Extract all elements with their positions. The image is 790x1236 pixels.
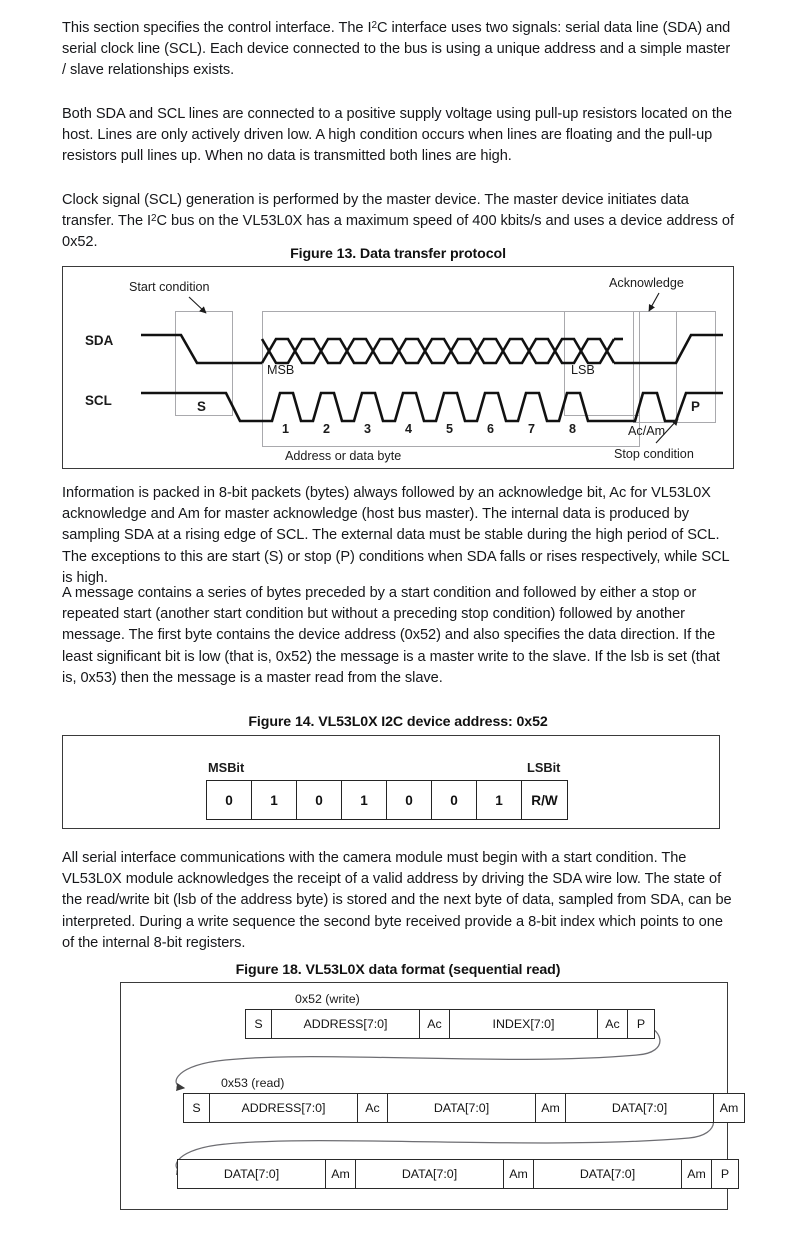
figure-13-clock-1: 1 (282, 422, 290, 436)
figure-13-ack-marker: Ac/Am (628, 424, 666, 438)
figure-13-leader-arrows (188, 292, 679, 444)
figure-18-row-1-cell-3: DATA[7:0] (388, 1094, 536, 1122)
figure-13-clock-3: 3 (364, 422, 372, 436)
paragraph-serial-comm: All serial interface communications with… (62, 850, 732, 951)
figure-18-flow-arrows (175, 1020, 715, 1175)
figure-18-row-2-cell-1: Am (326, 1160, 356, 1188)
figure-14-bit-cell-5: 0 (432, 781, 477, 819)
figure-18-row-2-cell-5: Am (682, 1160, 712, 1188)
figure-13-scl-label: SCL (85, 393, 112, 408)
figure-13-stop-condition-annotation: Stop condition (614, 447, 694, 461)
figure-13-clock-4: 4 (405, 422, 413, 436)
figure-18-write-sequence-row: S ADDRESS[7:0] Ac INDEX[7:0] Ac P (245, 1009, 655, 1039)
figure-18-caption: Figure 18. VL53L0X data format (sequenti… (235, 962, 561, 978)
paragraph-packet-format: Information is packed in 8-bit packets (… (62, 485, 730, 586)
figure-13-msb-marker: MSB (267, 363, 295, 377)
figure-13-acknowledge-annotation: Acknowledge (609, 276, 684, 290)
figure-13-start-condition-annotation: Start condition (129, 280, 210, 294)
figure-13-stop-marker: P (691, 399, 700, 414)
figure-13-address-byte-annotation: Address or data byte (285, 449, 402, 463)
figure-18-frame: 0x52 (write) S ADDRESS[7:0] Ac INDEX[7:0] Ac… (120, 982, 745, 1210)
figure-13-clock-2: 2 (323, 422, 331, 436)
figure-18-row-2-cell-4: DATA[7:0] (534, 1160, 682, 1188)
figure-18-row-2-cell-3: Am (504, 1160, 534, 1188)
figure-14-bit-cell-0: 0 (207, 781, 252, 819)
figure-14-lsbit-label: LSBit (527, 760, 561, 775)
figure-18-row-1-cell-4: Am (536, 1094, 566, 1122)
figure-18-data-continuation-row: DATA[7:0] Am DATA[7:0] Am DATA[7:0] Am P (177, 1159, 739, 1189)
figure-14-bit-cell-4: 0 (387, 781, 432, 819)
figure-18-read-sequence-row: S ADDRESS[7:0] Ac DATA[7:0] Am DATA[7:0] Am (183, 1093, 745, 1123)
figure-18-row-0-cell-5: P (636, 1017, 646, 1031)
figure-13-sda-label: SDA (85, 333, 114, 348)
figure-13-clock-8: 8 (569, 422, 577, 436)
figure-18-row-1-header: 0x52 (write) (295, 992, 360, 1006)
figure-18-row-0-cell-1: ADDRESS[7:0] (272, 1010, 420, 1038)
figure-18-row-2-header: 0x53 (read) (221, 1076, 285, 1090)
figure-14-bit-table: 0 1 0 1 0 0 1 R/W (206, 780, 568, 820)
figure-18-row-2-cell-2: DATA[7:0] (356, 1160, 504, 1188)
figure-13-clock-5: 5 (446, 422, 454, 436)
figure-18-row-1-cell-5: DATA[7:0] (566, 1094, 714, 1122)
figure-18-row-1-cell-2: Ac (358, 1094, 388, 1122)
figure-14-bit-cell-2: 0 (297, 781, 342, 819)
figure-13-lsb-marker: LSB (571, 363, 595, 377)
paragraph-pullup-lines: Both SDA and SCL lines are connected to … (62, 106, 733, 165)
figure-14-frame (62, 735, 720, 829)
figure-13-stop-guide-box (676, 311, 716, 423)
figure-14-bit-cell-3: 1 (342, 781, 387, 819)
paragraph-message-structure: A message contains a series of bytes pre… (62, 585, 720, 686)
paragraph-clock-signal: Clock signal (SCL) generation is perform… (62, 192, 734, 251)
figure-14-caption: Figure 14. VL53L0X I2C device address: 0… (248, 714, 548, 730)
figure-18-row-1-cell-1: ADDRESS[7:0] (210, 1094, 358, 1122)
figure-14-bit-cell-1: 1 (252, 781, 297, 819)
figure-18-row-2-cell-6: P (720, 1167, 730, 1181)
figure-18-row-0-cell-3: INDEX[7:0] (450, 1010, 598, 1038)
figure-14-bit-cell-7: R/W (531, 792, 558, 808)
figure-18-row-1-cell-0: S (184, 1094, 210, 1122)
figure-13-waveform-graphics (141, 333, 723, 423)
figure-13-clock-7: 7 (528, 422, 536, 436)
figure-13-caption: Figure 13. Data transfer protocol (290, 246, 506, 262)
figure-13-frame: SDA SCL (62, 266, 734, 469)
paragraph-control-interface: This section specifies the control inter… (62, 19, 731, 79)
figure-13-start-marker: S (197, 399, 206, 414)
figure-14-bit-cell-6: 1 (477, 781, 522, 819)
figure-14-msbit-label: MSBit (208, 760, 245, 775)
figure-18-row-0-cell-0: S (246, 1010, 272, 1038)
figure-18-row-0-cell-2: Ac (420, 1010, 450, 1038)
figure-13-clock-6: 6 (487, 422, 495, 436)
figure-18-row-2-cell-0: DATA[7:0] (178, 1160, 326, 1188)
figure-18-row-1-cell-6: Am (719, 1101, 739, 1115)
figure-18-row-0-cell-4: Ac (598, 1010, 628, 1038)
